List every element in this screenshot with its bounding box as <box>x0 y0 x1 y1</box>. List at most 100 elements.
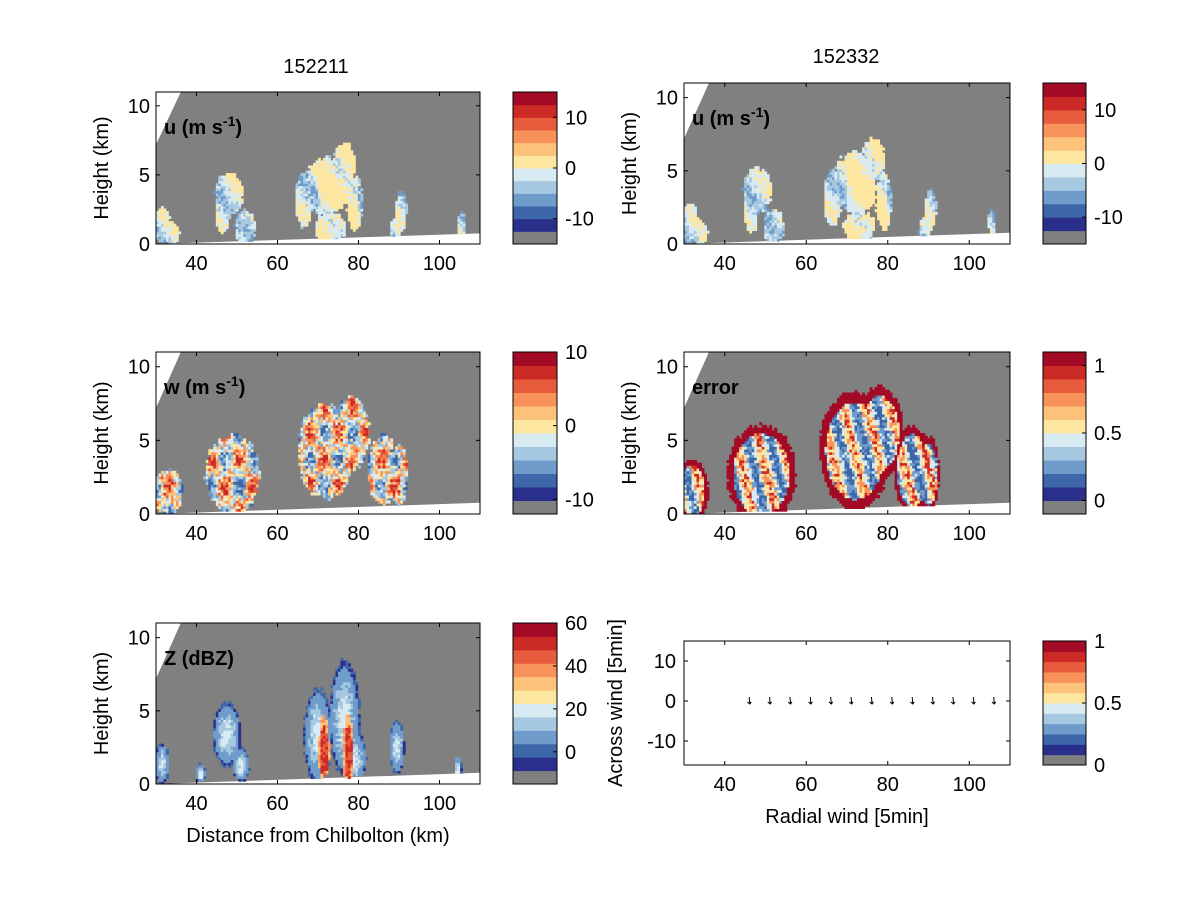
data-cell <box>163 503 167 507</box>
data-cell <box>749 187 753 191</box>
data-cell <box>884 182 888 186</box>
data-cell <box>158 218 162 222</box>
data-cell <box>308 481 311 485</box>
data-cell <box>325 165 329 169</box>
data-cell <box>847 217 850 221</box>
data-cell <box>322 470 326 474</box>
data-cell <box>250 470 254 474</box>
data-cell <box>313 195 316 199</box>
data-cell <box>884 198 888 202</box>
colorbar-frame <box>512 351 558 515</box>
data-cell <box>882 217 886 221</box>
data-cell <box>929 222 933 226</box>
data-cell <box>327 165 331 169</box>
data-cell <box>684 484 687 488</box>
data-cell <box>761 503 765 507</box>
data-cell <box>402 470 406 474</box>
data-cell <box>228 435 232 439</box>
data-cell <box>877 203 880 207</box>
data-cell <box>355 221 359 225</box>
data-cell <box>305 416 309 420</box>
data-cell <box>385 476 389 480</box>
data-cell <box>390 484 394 488</box>
data-cell <box>756 500 760 504</box>
data-cell <box>305 433 309 437</box>
data-cell <box>238 478 242 482</box>
data-cell <box>240 216 244 220</box>
data-cell <box>744 187 748 191</box>
data-cell <box>989 225 993 229</box>
data-cell <box>756 460 760 464</box>
data-cell <box>844 171 848 175</box>
data-cell <box>882 214 886 218</box>
data-cell <box>457 218 461 222</box>
data-cell <box>233 180 237 184</box>
data-cell <box>298 213 301 217</box>
data-cell <box>156 216 159 220</box>
data-cell <box>210 460 214 464</box>
data-cell <box>696 495 700 499</box>
data-cell <box>744 484 748 488</box>
data-cell <box>238 462 242 466</box>
data-cell <box>766 195 770 199</box>
data-cell <box>340 411 344 415</box>
data-cell <box>208 478 212 482</box>
data-cell <box>867 193 870 197</box>
data-cell <box>731 460 735 464</box>
data-cell <box>163 223 167 227</box>
data-cell <box>327 178 331 182</box>
data-cell <box>867 184 870 189</box>
data-cell <box>332 178 336 182</box>
data-cell <box>357 427 361 431</box>
data-cell <box>872 182 875 186</box>
data-cell <box>769 465 773 469</box>
data-cell <box>869 201 873 205</box>
data-cell <box>375 487 379 491</box>
data-cell <box>824 193 828 197</box>
data-cell <box>300 435 304 439</box>
data-cell <box>305 183 309 187</box>
data-cell <box>360 213 364 217</box>
data-cell <box>887 182 891 186</box>
data-cell <box>869 158 873 162</box>
data-cell <box>225 481 229 485</box>
data-cell <box>332 476 336 480</box>
data-cell <box>298 208 301 212</box>
data-cell <box>756 187 760 191</box>
data-cell <box>235 503 239 507</box>
data-cell <box>839 176 843 180</box>
data-cell <box>347 147 351 151</box>
data-cell <box>223 175 227 179</box>
data-cell <box>308 198 311 202</box>
x-tick-label: 60 <box>266 253 288 275</box>
data-cell <box>766 468 770 472</box>
data-cell <box>375 492 379 496</box>
data-cell <box>295 185 299 189</box>
data-cell <box>774 470 778 474</box>
data-cell <box>746 225 750 229</box>
data-cell <box>357 460 361 464</box>
data-cell <box>852 150 855 154</box>
data-cell <box>746 470 750 474</box>
data-cell <box>689 511 692 514</box>
data-cell <box>220 438 224 442</box>
data-cell <box>322 473 326 477</box>
data-cell <box>350 223 354 227</box>
data-cell <box>400 478 404 482</box>
data-cell <box>320 462 324 466</box>
data-cell <box>337 175 341 179</box>
data-cell <box>699 484 702 488</box>
data-cell <box>694 211 697 215</box>
data-cell <box>774 508 778 512</box>
data-cell <box>929 219 933 223</box>
data-cell <box>380 465 384 469</box>
data-cell <box>859 219 863 223</box>
data-cell <box>170 228 174 232</box>
data-cell <box>831 201 835 205</box>
data-cell <box>175 484 179 488</box>
data-cell <box>160 505 164 509</box>
colorbar-swatch <box>1043 217 1086 232</box>
data-cell <box>694 470 697 474</box>
data-cell <box>230 462 234 466</box>
data-cell <box>163 497 167 501</box>
